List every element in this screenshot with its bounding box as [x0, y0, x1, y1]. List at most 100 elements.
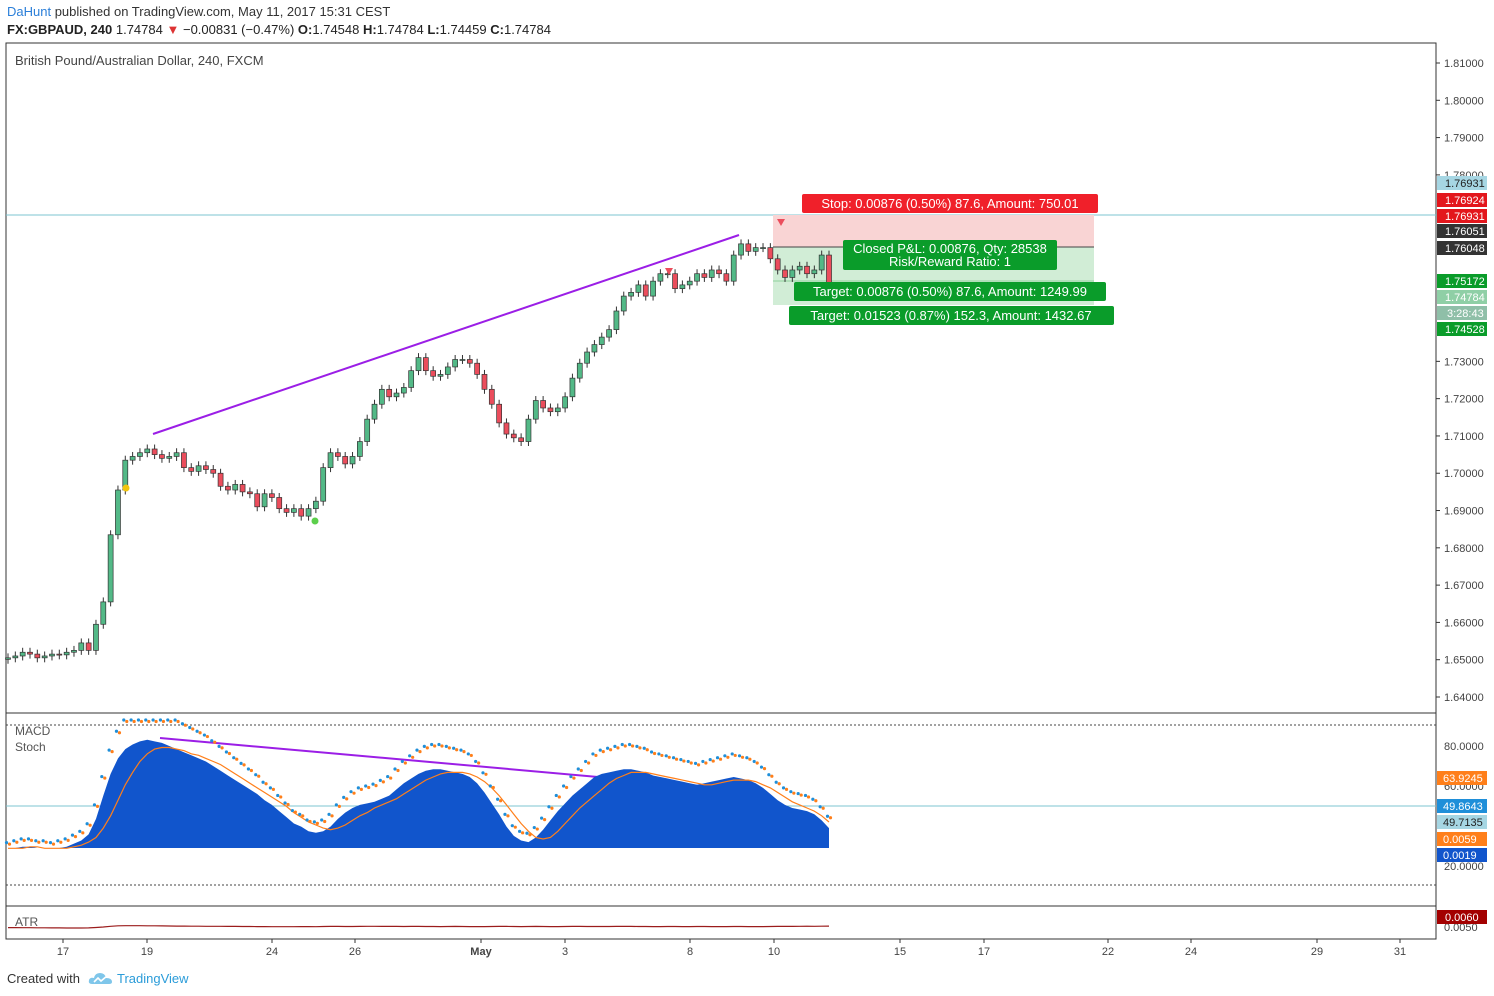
price-axis[interactable]: 1.810001.800001.790001.780001.730001.720…: [1436, 58, 1484, 704]
target-label-1[interactable]: Target: 0.00876 (0.50%) 87.6, Amount: 12…: [794, 282, 1106, 301]
created-with-text: Created with: [7, 971, 80, 986]
stoch-dot: [667, 755, 671, 759]
time-tick: 10: [768, 946, 780, 958]
stoch-dot: [210, 739, 214, 743]
stoch-dot: [257, 774, 261, 778]
stoch-dot: [403, 761, 407, 765]
stoch-dot: [745, 756, 749, 760]
atr-pane: [8, 925, 830, 929]
stoch-dot: [26, 837, 31, 841]
price-tag: 3:28:43: [1447, 308, 1484, 320]
stoch-dot: [195, 729, 199, 733]
price-tick: 1.80000: [1444, 95, 1484, 107]
target-label-2[interactable]: Target: 0.01523 (0.87%) 152.3, Amount: 1…: [789, 306, 1114, 325]
stoch-dot: [459, 748, 463, 752]
time-tick: 17: [978, 946, 990, 958]
candle: [752, 243, 759, 256]
stoch-dot: [173, 718, 177, 722]
stoch-dot: [518, 829, 522, 833]
stoch-dot: [569, 774, 573, 779]
candle: [100, 597, 107, 629]
stoch-dot: [235, 757, 239, 761]
stoch-dot: [191, 727, 195, 731]
stoch-dot: [293, 810, 297, 814]
candle: [672, 269, 678, 294]
stoch-dot: [496, 797, 500, 801]
stoch-dot: [748, 757, 752, 761]
tradingview-link[interactable]: TradingView: [117, 971, 189, 986]
price-trendline[interactable]: [152, 234, 740, 435]
stoch-dot: [686, 759, 690, 764]
time-axis[interactable]: 17 19 24 26 May 3 8 10 15 17 22 24 29 31: [57, 939, 1406, 958]
candle: [151, 444, 158, 460]
stoch-dot: [613, 744, 617, 748]
stoch-dot: [444, 744, 448, 748]
stoch-dot: [616, 746, 620, 750]
time-tick: May: [470, 946, 492, 958]
candle: [562, 392, 568, 413]
stoch-dot: [528, 833, 532, 837]
stoch-dot: [623, 744, 627, 748]
stoch-dot: [400, 759, 404, 764]
candle: [459, 355, 466, 364]
candle: [5, 653, 11, 664]
open-label: O:: [297, 22, 313, 37]
stoch-dot: [796, 791, 800, 796]
candle: [708, 265, 715, 282]
stoch-dot: [378, 778, 382, 782]
price-tick: 1.68000: [1444, 543, 1484, 555]
stoch-dot: [154, 719, 158, 724]
stoch-dot: [701, 759, 705, 764]
candle: [657, 269, 664, 286]
time-tick: 26: [349, 946, 361, 958]
candle: [129, 451, 136, 465]
candle: [335, 448, 341, 461]
stoch-dot: [730, 752, 734, 756]
pnl-label[interactable]: Closed P&L: 0.00876, Qty: 28538 Risk/Rew…: [843, 240, 1057, 270]
stoch-dot: [711, 759, 715, 763]
stop-label[interactable]: Stop: 0.00876 (0.50%) 87.6, Amount: 750.…: [802, 194, 1098, 213]
stoch-dot: [642, 746, 646, 750]
stoch-dot: [264, 782, 268, 786]
stoch-dot: [425, 746, 429, 750]
stoch-dot: [503, 812, 507, 816]
stoch-dot: [704, 761, 708, 765]
stoch-dot: [689, 761, 693, 765]
candle: [774, 254, 781, 275]
stoch-dot: [499, 799, 503, 803]
stoch-dot: [726, 755, 730, 759]
candle: [144, 444, 151, 458]
stoch-dot: [312, 820, 316, 824]
stoch-dot: [323, 819, 327, 824]
stoch-dot: [554, 793, 558, 798]
price-tick: 1.79000: [1444, 133, 1484, 145]
candle: [291, 504, 297, 517]
price-tag: 1.76048: [1445, 243, 1485, 255]
stoch-dot: [477, 761, 481, 765]
author-link[interactable]: DaHunt: [7, 4, 52, 19]
candle: [232, 479, 239, 495]
stoch-dot: [455, 748, 459, 752]
last-price: 1.74784: [115, 22, 163, 37]
high-value: 1.74784: [376, 22, 424, 37]
chart-header: DaHunt published on TradingView.com, May…: [0, 0, 1494, 44]
symbol-label: FX:GBPAUD, 240: [7, 22, 113, 37]
low-label: L:: [427, 22, 440, 37]
candle: [115, 485, 121, 540]
stoch-dot: [183, 723, 188, 727]
ohlc-line: FX:GBPAUD, 240 1.74784 ▼ −0.00831 (−0.47…: [7, 22, 551, 37]
high-label: H:: [363, 22, 377, 37]
candle: [694, 269, 700, 286]
candle: [19, 647, 26, 661]
candle: [305, 504, 312, 521]
stoch-dot: [166, 718, 170, 722]
stoch-dot: [452, 746, 456, 750]
candle: [49, 649, 55, 661]
stoch-dot: [161, 719, 166, 724]
stoch-value-tag: 63.9245: [1443, 773, 1483, 785]
stoch-dot: [547, 805, 551, 809]
stoch-dot: [660, 753, 664, 758]
stoch-dot: [22, 838, 26, 842]
stoch-dot: [359, 787, 363, 792]
